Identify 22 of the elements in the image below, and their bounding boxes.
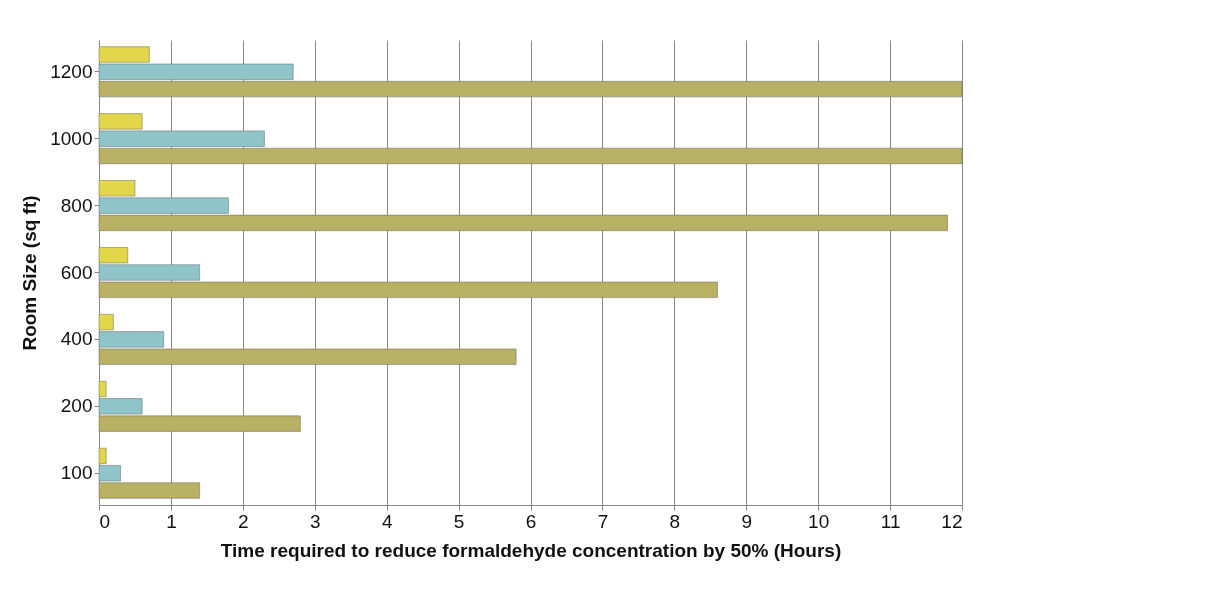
x-tick-label: 2 [238,510,249,532]
x-tick-label: 12 [941,510,963,532]
y-axis-title: Room Size (sq ft) [19,195,41,351]
y-tick-label: 800 [60,194,93,216]
x-tick-label: 4 [381,510,393,532]
x-tick-label: 3 [309,510,321,532]
y-tick-label: 400 [60,328,93,350]
x-tick-label: 0 [99,510,111,532]
x-tick-label: 5 [453,510,465,532]
y-tick-label: 600 [60,261,93,283]
x-tick-label: 7 [597,510,609,532]
y-tick-label: 200 [60,395,93,417]
x-axis-title: Time required to reduce formaldehyde concentration by 50% (Hours) [220,539,842,561]
x-tick-label: 6 [525,510,537,532]
x-tick-label: 1 [166,510,177,532]
y-tick-label: 100 [60,462,93,484]
x-tick-label: 11 [880,510,901,532]
x-tick-label: 8 [669,510,681,532]
y-tick-label: 1200 [50,60,93,82]
x-tick-label: 10 [808,510,830,532]
y-tick-label: 1000 [50,127,93,149]
x-tick-label: 9 [741,510,753,532]
